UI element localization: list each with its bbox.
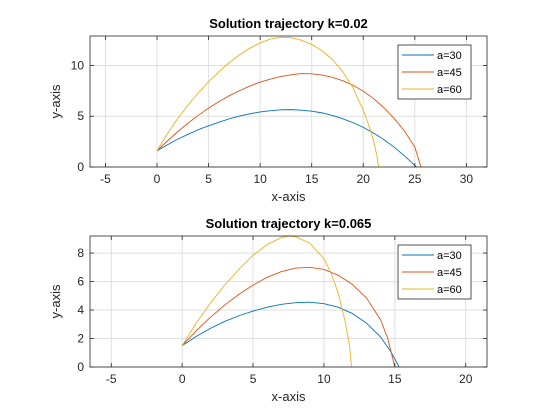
- x-tick-label: 10: [253, 172, 267, 186]
- chart-title: Solution trajectory k=0.065: [206, 216, 372, 231]
- legend-label-a=45: a=45: [437, 267, 462, 279]
- y-tick-label: 6: [77, 275, 84, 289]
- legend-label-a=30: a=30: [437, 50, 462, 62]
- x-tick-label: 5: [250, 372, 257, 386]
- series-line-a=30: [181, 301, 400, 368]
- x-tick-label: 15: [305, 172, 319, 186]
- subplot-1: -5 0 5 10 15 20 25 30 0 5 10 Solution trajectory k=…: [48, 16, 488, 204]
- x-tick-label: 0: [179, 372, 186, 386]
- series-line-a=45: [156, 73, 422, 168]
- legend-label-a=30: a=30: [437, 250, 462, 262]
- x-tick-label: 0: [154, 172, 161, 186]
- series-line-a=30: [156, 109, 417, 168]
- y-axis-label: y-axis: [48, 284, 63, 318]
- series-line-a=45: [181, 266, 396, 368]
- legend-label-a=60: a=60: [437, 284, 462, 296]
- series-line-a=60: [156, 36, 380, 168]
- legend: a=30 a=45 a=60: [397, 44, 472, 100]
- chart-title: Solution trajectory k=0.02: [209, 16, 368, 31]
- legend-label-a=60: a=60: [437, 84, 462, 96]
- y-tick-label: 8: [77, 246, 84, 260]
- y-tick-label: 10: [71, 58, 85, 72]
- x-tick-label: 5: [205, 172, 212, 186]
- y-tick-label: 5: [77, 109, 84, 123]
- y-tick-label: 2: [77, 332, 84, 346]
- x-tick-label: 25: [408, 172, 422, 186]
- legend-box: [397, 44, 472, 100]
- x-tick-label: -5: [106, 372, 117, 386]
- axes-box: [89, 35, 488, 168]
- y-tick-label: 4: [77, 303, 84, 317]
- series-line-a=60: [181, 235, 353, 368]
- legend: a=30 a=45 a=60: [397, 244, 472, 300]
- y-tick-label: 0: [77, 160, 84, 174]
- subplot-2: -5 0 5 10 15 20 0 2 4 6 8 Solution trajectory k=0.0…: [48, 216, 488, 404]
- x-axis-label: x-axis: [272, 389, 306, 404]
- x-tick-label: -5: [100, 172, 111, 186]
- x-tick-label: 20: [459, 372, 473, 386]
- x-tick-label: 15: [388, 372, 402, 386]
- legend-label-a=45: a=45: [437, 67, 462, 79]
- x-tick-label: 30: [460, 172, 474, 186]
- x-axis-label: x-axis: [272, 189, 306, 204]
- x-tick-label: 20: [357, 172, 371, 186]
- y-axis-label: y-axis: [48, 84, 63, 118]
- x-tick-label: 10: [317, 372, 331, 386]
- axes-box: [89, 235, 488, 368]
- y-tick-label: 0: [77, 360, 84, 374]
